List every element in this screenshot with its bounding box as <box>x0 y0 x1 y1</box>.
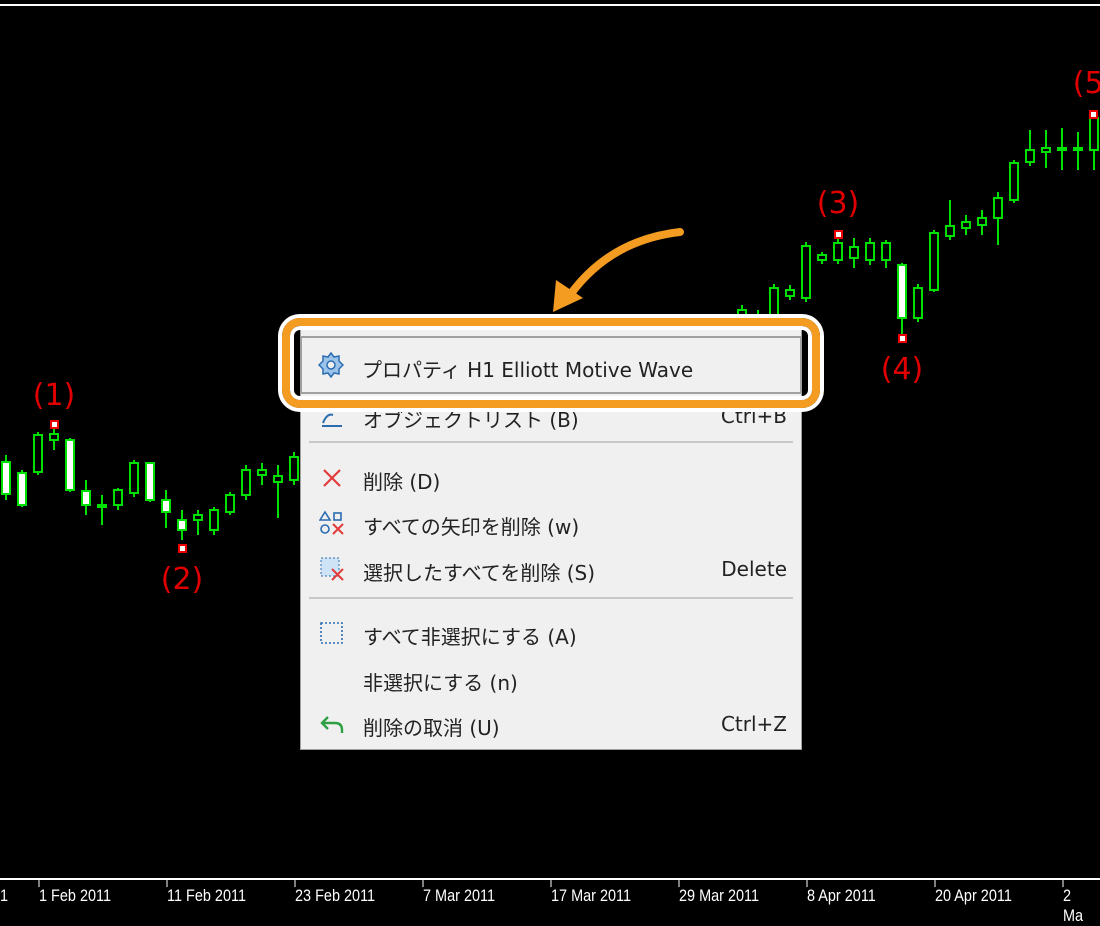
time-label: 23 Feb 2011 <box>295 886 376 905</box>
time-label: 29 Mar 2011 <box>679 886 760 905</box>
candle-body <box>1089 117 1099 151</box>
deselect-all-icon <box>320 622 343 644</box>
candle-body <box>49 433 59 441</box>
candle-body <box>945 225 955 237</box>
candle-body <box>913 287 923 319</box>
menu-separator <box>309 597 793 599</box>
candle-body <box>225 494 235 513</box>
candle-body <box>961 221 971 229</box>
time-label: 20 Apr 2011 <box>935 886 1012 905</box>
gear-icon <box>318 352 344 378</box>
candle-body <box>193 514 203 521</box>
wave-label-1: (1) <box>32 378 76 413</box>
candles <box>1 114 1099 540</box>
candle-body <box>65 439 75 491</box>
delete-arrows-icon <box>319 510 344 535</box>
candle-body <box>1057 147 1067 151</box>
candle-body <box>1073 147 1083 151</box>
candle-body <box>1009 162 1019 201</box>
candle-body <box>881 242 891 261</box>
time-label: 2 Ma <box>1063 886 1084 925</box>
candle-body <box>1025 149 1035 163</box>
candle-body <box>785 289 795 297</box>
menu-item-object-list[interactable]: オブジェクトリスト (B) Ctrl+B <box>301 395 801 435</box>
candle-body <box>929 232 939 291</box>
menu-item-deselect-all[interactable]: すべて非選択にする (A) <box>301 612 801 652</box>
highlight-frame <box>282 318 820 408</box>
wave-label-2: (2) <box>160 562 204 597</box>
candle-body <box>209 509 219 531</box>
candle-body <box>817 254 827 261</box>
menu-item-undo-delete[interactable]: 削除の取消 (U) Ctrl+Z <box>301 703 801 743</box>
wave-marker-1[interactable] <box>50 420 59 429</box>
candle-body <box>833 242 843 261</box>
candle-body <box>113 489 123 506</box>
time-label: 11 Feb 2011 <box>167 886 247 905</box>
candle-body <box>33 434 43 473</box>
candle-body <box>801 245 811 299</box>
time-label: 1 Feb 2011 <box>39 886 112 905</box>
wave-marker-3[interactable] <box>834 230 843 239</box>
candle-body <box>289 456 299 481</box>
menu-item-delete-selected[interactable]: 選択したすべてを削除 (S) Delete <box>301 548 801 588</box>
candle-body <box>17 472 27 506</box>
time-label: 1 <box>0 886 9 905</box>
candle-body <box>865 242 875 261</box>
candle-body <box>977 217 987 226</box>
time-label: 17 Mar 2011 <box>551 886 632 905</box>
candle-body <box>241 469 251 496</box>
candle-body <box>849 246 859 259</box>
wave-marker-4[interactable] <box>898 334 907 343</box>
menu-item-delete-arrows[interactable]: すべての矢印を削除 (w) <box>301 502 801 542</box>
candle-body <box>257 469 267 476</box>
menu-item-properties[interactable]: プロパティ H1 Elliott Motive Wave <box>300 336 802 394</box>
menu-item-deselect[interactable]: 非選択にする (n) <box>363 671 518 695</box>
candle-body <box>993 197 1003 219</box>
time-axis-ticks <box>38 879 1064 887</box>
candle-body <box>81 490 91 506</box>
candle-body <box>769 287 779 321</box>
close-icon <box>323 469 341 487</box>
time-label: 8 Apr 2011 <box>807 886 876 905</box>
candle-body <box>129 462 139 494</box>
pointer-arrow-head <box>553 280 583 312</box>
candle-body <box>161 499 171 513</box>
candle-body <box>897 264 907 319</box>
menu-item-delete[interactable]: 削除 (D) <box>301 457 801 497</box>
wave-marker-2[interactable] <box>178 544 187 553</box>
delete-selected-icon <box>320 557 344 581</box>
menu-separator <box>309 441 793 443</box>
wave-marker-5[interactable] <box>1089 110 1098 119</box>
candle-body <box>145 462 155 501</box>
candle-body <box>177 519 187 531</box>
candle-body <box>273 475 283 483</box>
undo-icon <box>320 716 344 733</box>
wave-label-5: (5) <box>1072 66 1100 101</box>
candle-body <box>97 504 107 508</box>
candle-body <box>1 461 11 495</box>
candle-body <box>1041 147 1051 153</box>
wave-label-3: (3) <box>816 186 860 221</box>
time-label: 7 Mar 2011 <box>423 886 496 905</box>
wave-label-4: (4) <box>880 352 924 387</box>
object-list-icon <box>322 413 342 427</box>
pointer-arrow <box>566 228 684 299</box>
